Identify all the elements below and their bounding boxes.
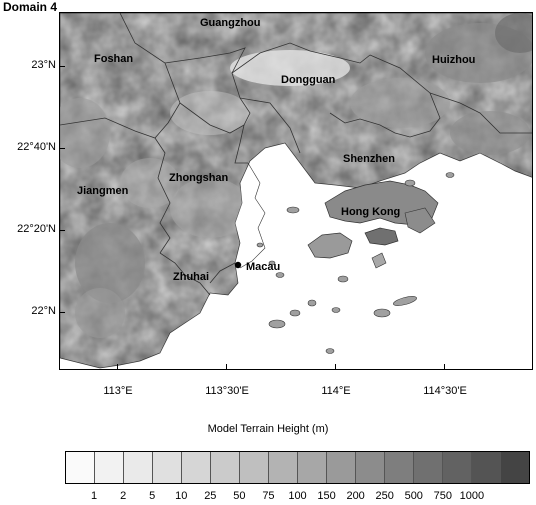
lat-tickmark	[59, 230, 65, 231]
lat-tick-23n: 23°N	[31, 59, 56, 71]
colorbar-swatch	[501, 452, 529, 483]
district-boundaries	[60, 13, 532, 296]
colorbar-swatch	[66, 452, 95, 483]
lat-tick-22n: 22°N	[31, 305, 56, 317]
colorbar-label: 500	[404, 490, 423, 502]
lat-tickmark	[59, 66, 65, 67]
terrain-map	[59, 12, 533, 370]
sai-kung	[404, 207, 436, 234]
colorbar-label: 750	[433, 490, 452, 502]
macau-marker	[234, 261, 242, 269]
colorbar-swatch	[298, 452, 327, 483]
colorbar-swatch	[414, 452, 443, 483]
lat-tick-22-20n: 22°20'N	[17, 223, 56, 235]
colorbar-label: 250	[375, 490, 394, 502]
terrain-map-canvas	[60, 13, 532, 369]
colorbar-label: 50	[233, 490, 246, 502]
lamma-island	[371, 252, 387, 269]
colorbar-swatch	[269, 452, 298, 483]
label-hong-kong: Hong Kong	[341, 206, 401, 218]
colorbar-swatch	[472, 452, 501, 483]
colorbar-label: 100	[288, 490, 307, 502]
lat-tick-22-40n: 22°40'N	[17, 141, 56, 153]
colorbar-swatch	[356, 452, 385, 483]
colorbar-swatch	[327, 452, 356, 483]
lat-tickmark	[59, 312, 65, 313]
colorbar-label: 1000	[459, 490, 485, 502]
small-islands	[256, 172, 455, 354]
label-zhuhai: Zhuhai	[173, 271, 210, 283]
lon-tickmark	[444, 364, 445, 370]
colorbar-label: 5	[149, 490, 156, 502]
lon-tickmark	[117, 364, 118, 370]
label-zhongshan: Zhongshan	[169, 172, 229, 184]
label-dongguan: Dongguan	[281, 74, 336, 86]
lon-tickmark	[335, 364, 336, 370]
colorbar-label: 1	[91, 490, 98, 502]
colorbar-swatch	[443, 452, 472, 483]
lon-tick-113-30e: 113°30'E	[205, 385, 249, 397]
colorbar	[65, 451, 530, 484]
label-jiangmen: Jiangmen	[77, 185, 129, 197]
colorbar-title: Model Terrain Height (m)	[207, 423, 329, 435]
colorbar-label: 75	[262, 490, 275, 502]
hk-island	[364, 227, 399, 246]
colorbar-swatch	[153, 452, 182, 483]
colorbar-swatch	[211, 452, 240, 483]
lon-tick-113e: 113°E	[103, 385, 133, 397]
label-huizhou: Huizhou	[432, 54, 476, 66]
lon-tickmark	[226, 364, 227, 370]
terrain-shading	[60, 13, 532, 368]
lantau-island	[307, 232, 353, 259]
label-foshan: Foshan	[94, 53, 134, 65]
colorbar-swatch	[95, 452, 124, 483]
colorbar-label: 150	[317, 490, 336, 502]
label-shenzhen: Shenzhen	[343, 153, 395, 165]
label-macau: Macau	[246, 261, 281, 273]
colorbar-swatch	[240, 452, 269, 483]
lat-tickmark	[59, 148, 65, 149]
lon-tick-114e: 114°E	[321, 385, 351, 397]
label-guangzhou: Guangzhou	[200, 17, 261, 29]
colorbar-label: 25	[204, 490, 217, 502]
colorbar-label: 2	[120, 490, 127, 502]
lon-tick-114-30e: 114°30'E	[423, 385, 467, 397]
colorbar-label: 10	[175, 490, 188, 502]
colorbar-swatch	[385, 452, 414, 483]
pearl-river-coast	[239, 162, 266, 269]
colorbar-swatch	[182, 452, 211, 483]
colorbar-swatch	[124, 452, 153, 483]
colorbar-label: 200	[346, 490, 365, 502]
map-title: Domain 4	[3, 0, 58, 14]
